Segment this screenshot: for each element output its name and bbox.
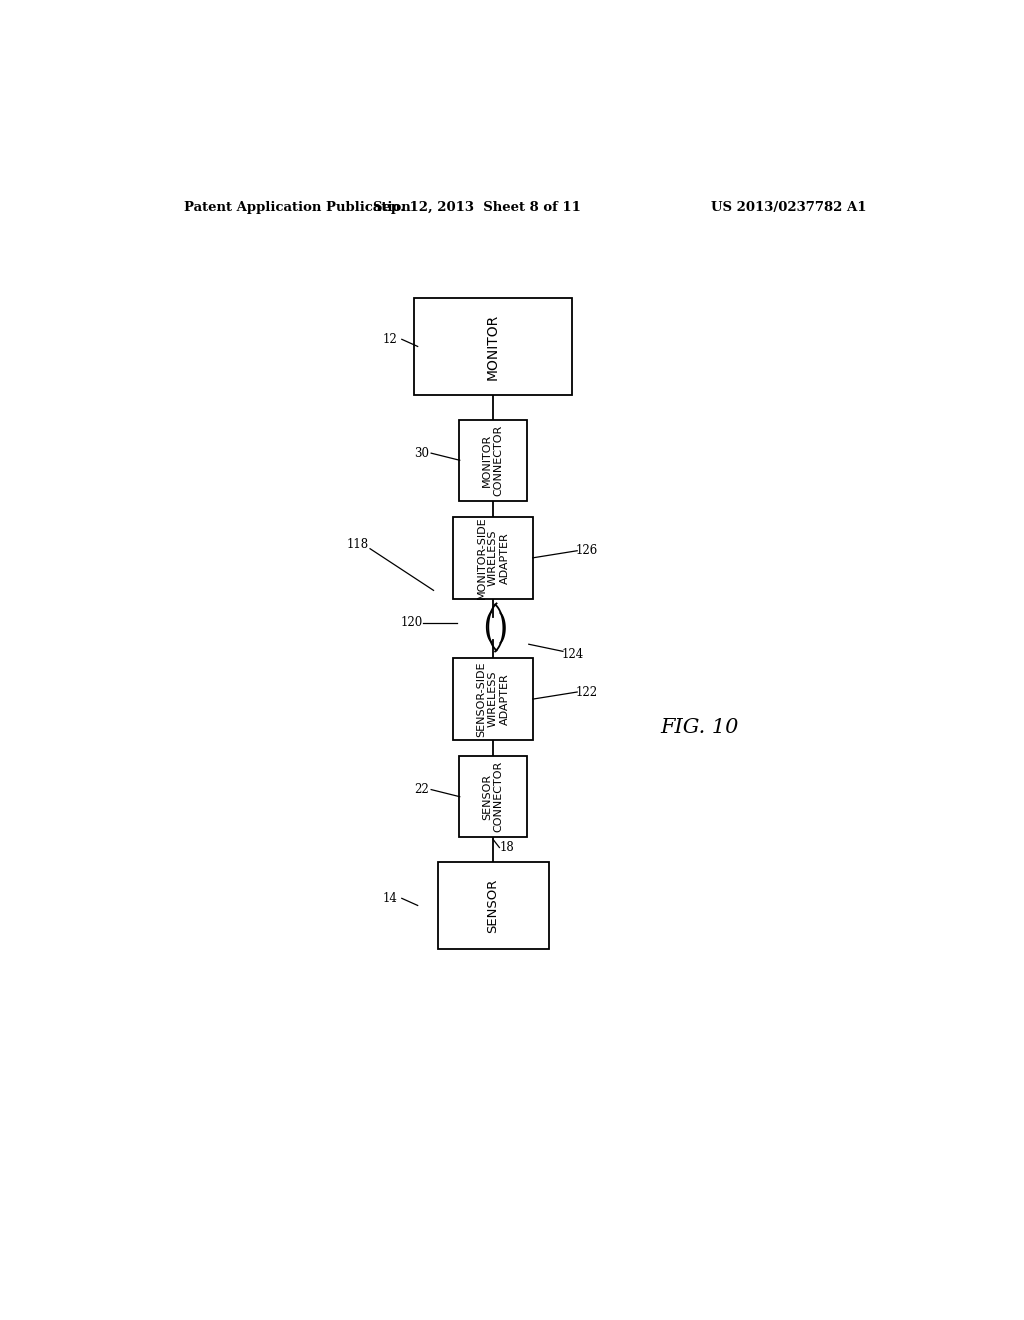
Text: MONITOR
CONNECTOR: MONITOR CONNECTOR [482,425,504,496]
Text: 120: 120 [401,616,423,630]
Text: Sep. 12, 2013  Sheet 8 of 11: Sep. 12, 2013 Sheet 8 of 11 [373,201,582,214]
Text: 124: 124 [561,648,584,661]
Bar [414,298,572,395]
Text: 126: 126 [575,544,598,557]
Text: SENSOR: SENSOR [486,878,500,933]
Text: 22: 22 [415,783,429,796]
Text: 118: 118 [347,539,370,552]
Text: 12: 12 [383,333,397,346]
Text: Patent Application Publication: Patent Application Publication [183,201,411,214]
Bar [437,862,549,949]
Text: MONITOR-SIDE
WIRELESS
ADAPTER: MONITOR-SIDE WIRELESS ADAPTER [476,516,510,599]
Text: FIG. 10: FIG. 10 [660,718,738,737]
Bar [454,517,532,598]
Text: 18: 18 [500,841,515,854]
Text: 30: 30 [414,446,429,459]
Text: SENSOR-SIDE
WIRELESS
ADAPTER: SENSOR-SIDE WIRELESS ADAPTER [476,661,510,737]
Text: 122: 122 [575,685,598,698]
Text: 14: 14 [382,892,397,904]
Bar [460,420,526,500]
Bar [460,756,526,837]
Text: US 2013/0237782 A1: US 2013/0237782 A1 [711,201,866,214]
Bar [454,659,532,739]
Text: SENSOR
CONNECTOR: SENSOR CONNECTOR [482,762,504,833]
Text: MONITOR: MONITOR [486,313,500,380]
